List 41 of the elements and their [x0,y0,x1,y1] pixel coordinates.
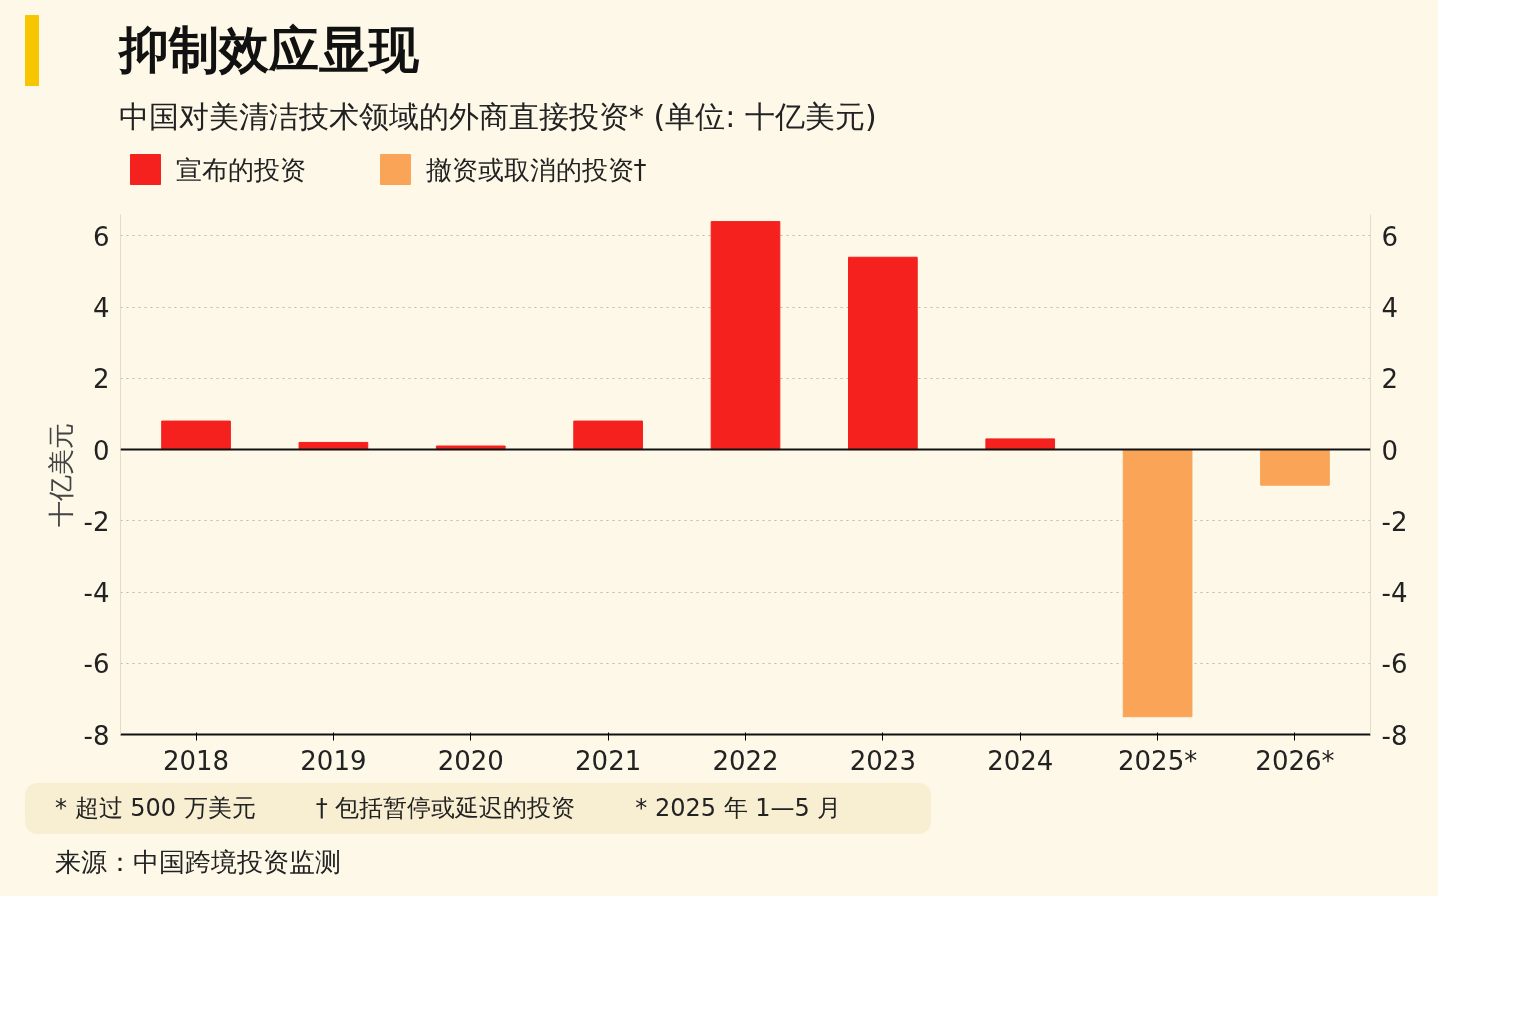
x-tick-label: 2026* [1255,745,1335,776]
bar [985,438,1056,451]
y-axis-title: 十亿美元 [45,422,76,527]
y2-tick-label: -2 [1381,507,1408,538]
y-tick-label: 0 [92,435,110,466]
x-tick-label: 2025* [1118,745,1198,776]
y2-tick-label: 6 [1381,222,1399,253]
bar [848,257,918,451]
y2-tick-label: -6 [1381,649,1408,680]
y2-tick-label: 0 [1381,435,1399,466]
y2-tick-label: -8 [1381,720,1408,751]
y-tick-label: -6 [83,649,110,680]
source-note: 来源：中国跨境投资监测 [54,845,341,879]
bar [1260,449,1330,486]
y2-tick-label: 2 [1381,364,1399,395]
y-tick-label: -4 [83,578,110,609]
text: * 超过 500 万美元 [55,794,256,823]
x-tick-label: 2021 [575,745,642,776]
text: † 包括暂停或延迟的投资 [315,794,576,823]
bar [573,420,643,451]
y-tick-label: 4 [92,293,110,324]
y-tick-label: 6 [92,222,110,253]
x-tick-label: 2022 [712,745,779,776]
x-tick-label: 2024 [987,745,1054,776]
x-tick-label: 2019 [300,745,367,776]
x-tick-label: 2018 [162,745,230,776]
bar [161,420,231,451]
x-tick-label: 2023 [849,745,916,776]
y2-tick-label: 4 [1381,293,1399,324]
chart-title: 抑制效应显现 [25,15,419,87]
y2-tick-label: -4 [1381,578,1408,609]
text: * 2025 年 1—5 月 [635,794,842,823]
y-tick-label: -2 [83,507,110,538]
y-tick-label: 2 [92,364,110,395]
bar [710,221,781,451]
legend-label: 撤资或取消的投资† [425,154,647,185]
bar [1122,449,1193,718]
y-tick-label: -8 [83,720,110,751]
legend-label: 宣布的投资 [175,154,306,185]
chart-subtitle: 中国对美清洁技术领域的外商直接投资* (单位: 十亿美元) [118,98,877,137]
x-tick-label: 2020 [437,745,504,776]
